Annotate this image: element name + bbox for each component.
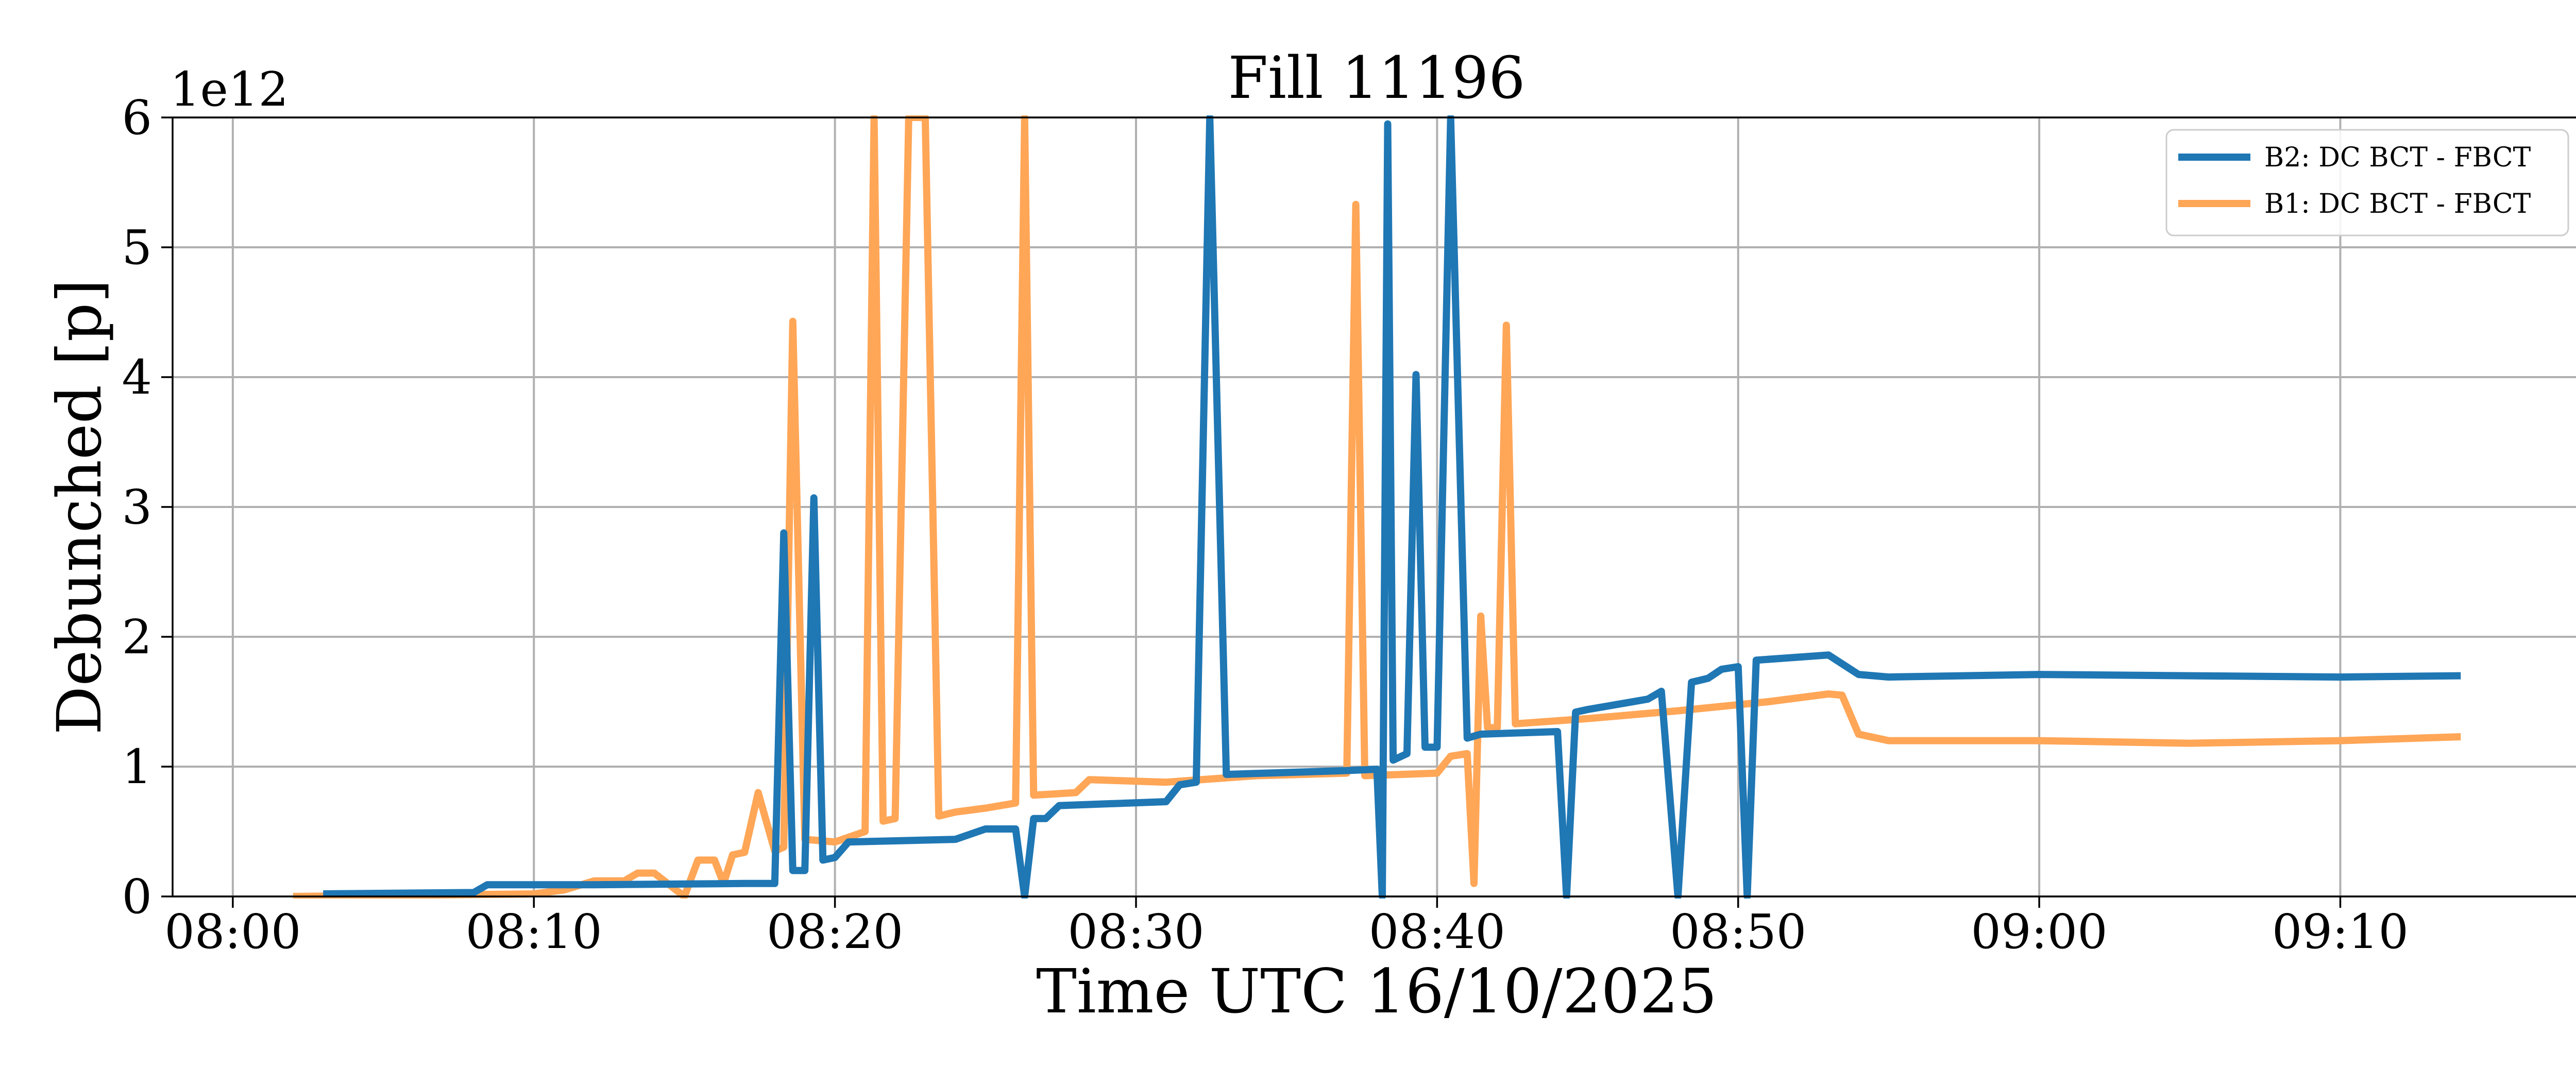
x-tick-label: 08:20 <box>767 904 903 959</box>
y-tick-label: 6 <box>122 90 152 145</box>
y-tick-label: 1 <box>122 739 152 794</box>
series-lines <box>293 115 2461 899</box>
legend-label-b2: B2: DC BCT - FBCT <box>2264 142 2531 173</box>
y-axis-label: Debunched [p] <box>44 279 115 735</box>
legend-label-b1: B1: DC BCT - FBCT <box>2264 189 2531 219</box>
y-tick-label: 0 <box>122 869 152 924</box>
x-axis-label: Time UTC 16/10/2025 <box>1036 956 1717 1027</box>
x-tick-label: 08:10 <box>466 904 602 959</box>
x-tick-label: 08:50 <box>1670 904 1806 959</box>
y-axis-offset-label: 1e12 <box>170 62 289 117</box>
x-axis-ticks: 08:00 08:10 08:20 08:30 08:40 08:50 09:00 09:10 <box>164 896 2409 959</box>
y-tick-label: 5 <box>122 220 152 275</box>
y-tick-label: 4 <box>122 350 152 405</box>
y-axis-ticks: 0 1 2 3 4 5 6 <box>122 90 173 924</box>
x-tick-label: 09:00 <box>1971 904 2108 959</box>
legend: B2: DC BCT - FBCT B1: DC BCT - FBCT <box>2165 129 2569 236</box>
y-tick-label: 3 <box>122 480 152 535</box>
series-line-b1 <box>293 115 2461 899</box>
legend-box <box>2165 129 2569 236</box>
x-tick-label: 08:40 <box>1369 904 1505 959</box>
y-tick-label: 2 <box>122 609 152 665</box>
chart-title: Fill 11196 <box>1228 45 1525 112</box>
x-tick-label: 09:10 <box>2272 904 2409 959</box>
x-tick-label: 08:30 <box>1067 904 1204 959</box>
x-tick-label: 08:00 <box>164 904 301 959</box>
grid-lines <box>173 116 2576 897</box>
series-line-b2 <box>323 115 2461 899</box>
